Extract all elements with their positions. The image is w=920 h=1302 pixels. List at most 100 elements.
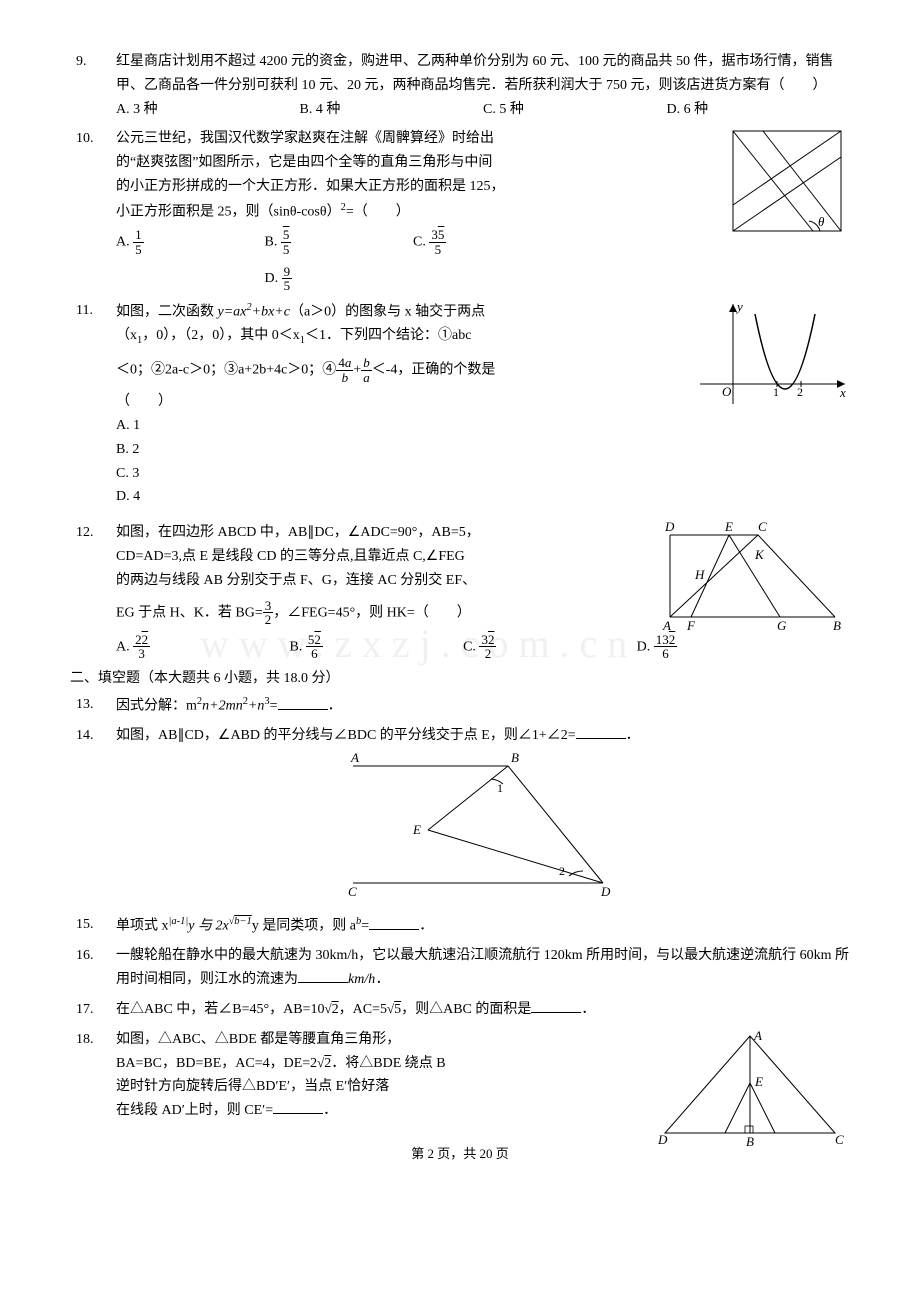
question-15: 15. 单项式 x|a-1|y 与 2x√b−1y 是同类项，则 ab=．	[70, 913, 850, 938]
question-9: 9. 红星商店计划用不超过 4200 元的资金，购进甲、乙两种单价分别为 60 …	[70, 50, 850, 121]
option-d: D. 95	[265, 271, 293, 286]
svg-text:1: 1	[773, 385, 779, 399]
answer-blank	[273, 1101, 323, 1115]
svg-text:D: D	[664, 519, 675, 534]
svg-text:A: A	[350, 750, 359, 765]
svg-text:x: x	[839, 385, 846, 400]
l2: CD=AD=3,点 E 是线段 CD 的三等分点,且靠近点 C,∠FEG	[116, 545, 650, 569]
option-d: D. 6 种	[667, 98, 851, 122]
option-a: A. 223	[116, 633, 290, 661]
svg-text:C: C	[758, 519, 767, 534]
qnum: 12.	[70, 521, 116, 661]
option-c: C. 355	[413, 228, 562, 256]
l3: 的两边与线段 AB 分别交于点 F、G，连接 AC 分别交 EF、	[116, 569, 650, 593]
zhaoshuang-figure: θ	[725, 127, 850, 242]
option-b: B. 4 种	[300, 98, 484, 122]
qtext-line: 公元三世纪，我国汉代数学家赵爽在注解《周髀算经》时给出	[116, 127, 710, 151]
question-12: 12. 如图，在四边形 ABCD 中，AB∥DC，∠ADC=90°，AB=5， …	[70, 521, 850, 661]
svg-text:B: B	[833, 618, 841, 633]
option-a: A. 1	[116, 414, 680, 438]
option-a: A. 3 种	[116, 98, 300, 122]
l4: 在线段 AD′上时，则 CE′=．	[116, 1099, 640, 1123]
svg-text:2: 2	[797, 385, 803, 399]
answer-blank	[369, 916, 419, 930]
qnum: 9.	[70, 50, 116, 121]
section-title: 二、填空题（本大题共 6 小题，共 18.0 分）	[70, 667, 850, 691]
question-10: 10. 公元三世纪，我国汉代数学家赵爽在注解《周髀算经》时给出 的“赵爽弦图”如…	[70, 127, 850, 292]
qtext-line: 小正方形面积是 25，则（sinθ-cosθ）2=（ ）	[116, 199, 710, 224]
angle-bisector-figure: A B E C D 1 2	[333, 748, 633, 898]
question-17: 17. 在△ABC 中，若∠B=45°，AB=10√2，AC=5√5，则△ABC…	[70, 998, 850, 1022]
question-16: 16. 一艘轮船在静水中的最大航速为 30km/h，它以最大航速沿江顺流航行 1…	[70, 944, 850, 992]
question-18: 18. 如图，△ABC、△BDE 都是等腰直角三角形， BA=BC，BD=BE，…	[70, 1028, 850, 1123]
options: A. 1 B. 2 C. 3 D. 4	[116, 414, 680, 509]
svg-text:C: C	[835, 1132, 844, 1147]
rotation-figure: A E D B C	[650, 1028, 850, 1148]
l1: 如图，△ABC、△BDE 都是等腰直角三角形，	[116, 1028, 640, 1052]
options: A. 15 B. 55 C. 355	[116, 228, 710, 256]
option-b: B. 2	[116, 438, 680, 462]
question-14: 14. 如图，AB∥CD，∠ABD 的平分线与∠BDC 的平分线交于点 E，则∠…	[70, 724, 850, 907]
question-text: 红星商店计划用不超过 4200 元的资金，购进甲、乙两种单价分别为 60 元、1…	[116, 50, 850, 98]
stem-line4: （ ）	[116, 390, 680, 414]
svg-text:A: A	[662, 618, 671, 633]
stem: 如图，二次函数 y=ax2+bx+c（a＞0）的图象与 x 轴交于两点	[116, 299, 680, 324]
qnum: 16.	[70, 944, 116, 992]
option-c: C. 3	[116, 462, 680, 486]
answer-blank	[576, 726, 626, 740]
svg-text:y: y	[735, 299, 743, 314]
qbody: 因式分解：m2n+2mn2+n3=．	[116, 693, 850, 718]
answer-blank	[278, 696, 328, 710]
option-b: B. 55	[265, 228, 414, 256]
quad-figure: D E C K H A F G B	[655, 517, 850, 637]
qnum: 17.	[70, 998, 116, 1022]
svg-text:D: D	[657, 1132, 668, 1147]
svg-text:E: E	[412, 822, 421, 837]
figure-wrap: A B E C D 1 2	[116, 748, 850, 907]
qtext-line: 的“赵爽弦图”如图所示，它是由四个全等的直角三角形与中间	[116, 151, 710, 175]
svg-text:E: E	[724, 519, 733, 534]
l1: 如图，在四边形 ABCD 中，AB∥DC，∠ADC=90°，AB=5，	[116, 521, 650, 545]
option-d-row: D. 95	[116, 265, 710, 293]
answer-blank	[298, 970, 348, 984]
l2: BA=BC，BD=BE，AC=4，DE=2√2．将△BDE 绕点 B	[116, 1052, 640, 1076]
qnum: 14.	[70, 724, 116, 907]
svg-text:A: A	[753, 1028, 762, 1043]
l3: 逆时针方向旋转后得△BD′E′，当点 E′恰好落	[116, 1075, 640, 1099]
parabola-figure: O 1 2 y x	[695, 299, 850, 409]
text: 如图，AB∥CD，∠ABD 的平分线与∠BDC 的平分线交于点 E，则∠1+∠2…	[116, 724, 850, 748]
qbody: 一艘轮船在静水中的最大航速为 30km/h，它以最大航速沿江顺流航行 120km…	[116, 944, 850, 992]
option-c: C. 322	[463, 633, 637, 661]
svg-text:D: D	[600, 884, 611, 899]
option-c: C. 5 种	[483, 98, 667, 122]
qtext-line: 的小正方形拼成的一个大正方形．如果大正方形的面积是 125，	[116, 175, 710, 199]
qbody: 单项式 x|a-1|y 与 2x√b−1y 是同类项，则 ab=．	[116, 913, 850, 938]
option-b: B. 526	[290, 633, 464, 661]
svg-text:H: H	[694, 567, 705, 582]
svg-text:E: E	[754, 1074, 763, 1089]
question-11: 11. 如图，二次函数 y=ax2+bx+c（a＞0）的图象与 x 轴交于两点 …	[70, 299, 850, 509]
svg-text:F: F	[686, 618, 696, 633]
svg-text:B: B	[746, 1134, 754, 1149]
qnum: 11.	[70, 299, 116, 509]
options: A. 3 种 B. 4 种 C. 5 种 D. 6 种	[116, 98, 850, 122]
qnum: 15.	[70, 913, 116, 938]
qnum: 13.	[70, 693, 116, 718]
question-13: 13. 因式分解：m2n+2mn2+n3=．	[70, 693, 850, 718]
svg-text:B: B	[511, 750, 519, 765]
svg-text:C: C	[348, 884, 357, 899]
svg-text:K: K	[754, 547, 765, 562]
stem-line3: ＜0；②2a-c＞0；③a+2b+4c＞0；④4ab+ba＜-4，正确的个数是	[116, 356, 680, 384]
option-d: D. 4	[116, 485, 680, 509]
svg-text:2: 2	[559, 864, 565, 878]
answer-blank	[531, 999, 581, 1013]
qnum: 18.	[70, 1028, 116, 1123]
stem-line2: （x1，0），（2，0），其中 0＜x1＜1．下列四个结论：①abc	[116, 324, 680, 350]
qbody: 在△ABC 中，若∠B=45°，AB=10√2，AC=5√5，则△ABC 的面积…	[116, 998, 850, 1022]
qnum: 10.	[70, 127, 116, 292]
svg-text:O: O	[722, 384, 732, 399]
svg-text:θ: θ	[818, 214, 825, 229]
l4: EG 于点 H、K．若 BG=32，∠FEG=45°，则 HK=（ ）	[116, 599, 650, 627]
svg-text:G: G	[777, 618, 787, 633]
option-a: A. 15	[116, 228, 265, 256]
